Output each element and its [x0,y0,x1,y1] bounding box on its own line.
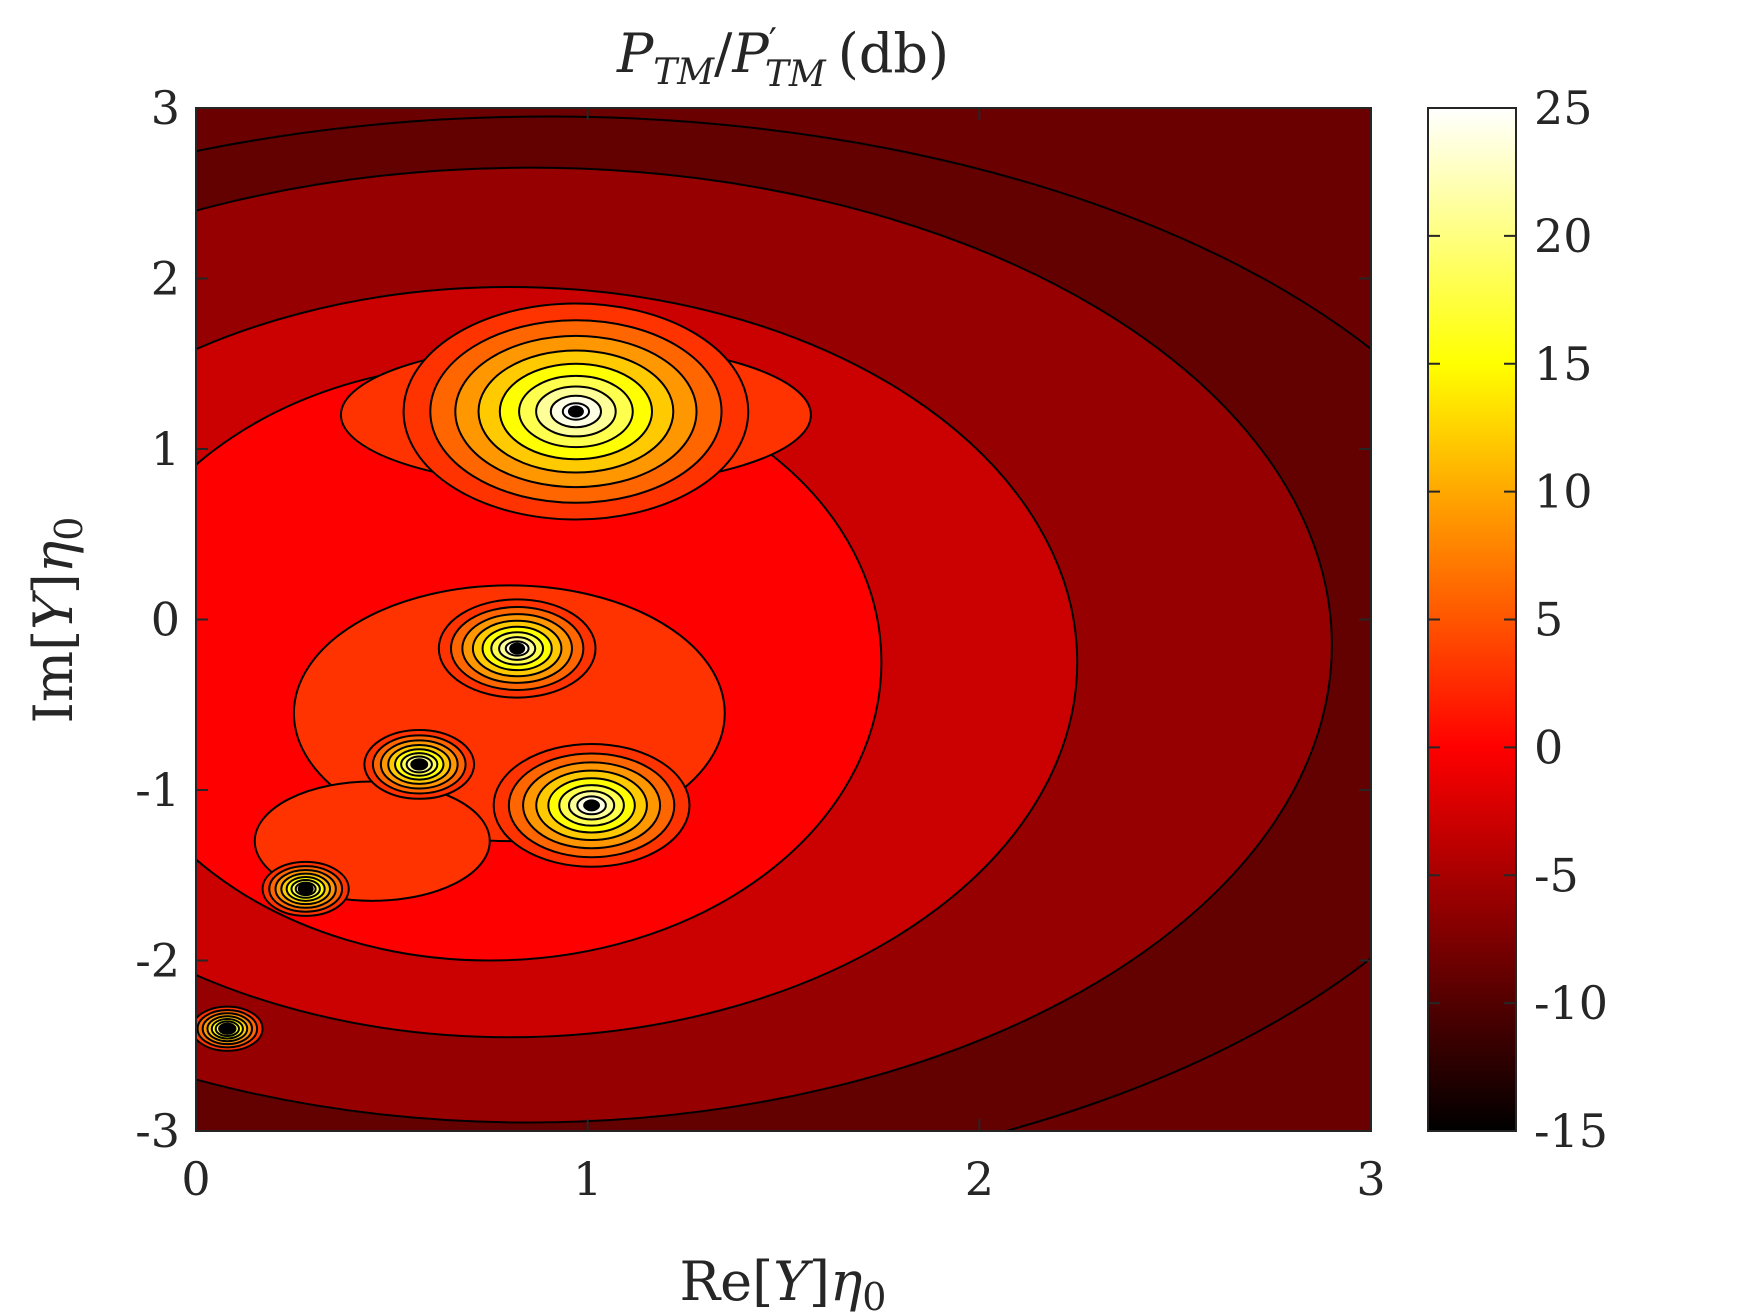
y-tick-label: -2 [135,934,180,988]
x-axis: 0 1 2 3 [181,108,1386,1206]
peak-core [219,1022,236,1035]
colorbar-tick-label: -15 [1534,1104,1608,1158]
peak-core [509,642,526,655]
y-tick-label: 0 [151,593,180,647]
colorbar-tick-label: 10 [1534,465,1593,519]
colorbar-gradient [1427,107,1517,1132]
y-tick-label: 2 [151,252,180,306]
x-tick-label: 0 [181,1152,210,1206]
contour-peak [261,860,350,917]
colorbar-ticks: 25 20 15 10 5 0 -5 -10 -15 [1428,81,1608,1158]
y-axis-label: Im[Y]η0 [22,517,91,724]
peak-core [297,882,314,895]
y-tick-label: -3 [135,1104,180,1158]
chart-title: PTM/P′ TM (db) [616,22,949,95]
colorbar: 25 20 15 10 5 0 -5 -10 -15 [1427,81,1608,1158]
y-tick-label: -1 [135,763,180,817]
colorbar-tick-label: -5 [1534,848,1579,902]
peak-core [583,799,600,812]
peak-core [411,758,428,771]
colorbar-tick-label: 0 [1534,720,1563,774]
contour-peak [437,598,597,699]
x-tick-label: 1 [573,1152,602,1206]
colorbar-tick-label: 15 [1534,337,1593,391]
x-axis-label: Re[Y]η0 [680,1250,887,1313]
contour-peak [492,742,691,868]
contour-peak [402,302,750,521]
colorbar-tick-label: 25 [1534,81,1593,135]
colorbar-tick-label: 20 [1534,209,1593,263]
x-tick-label: 3 [1356,1152,1385,1206]
contour-peak [196,1005,264,1052]
contour-fills [196,115,1371,1131]
x-tick-label: 2 [965,1152,994,1206]
colorbar-tick-label: -10 [1534,976,1608,1030]
peak-core [567,405,584,418]
y-axis: 3 2 1 0 -1 -2 -3 [135,81,1371,1158]
plot-area: 0 1 2 3 3 2 1 0 -1 -2 -3 [135,81,1386,1206]
colorbar-tick-label: 5 [1534,593,1563,647]
y-tick-label: 3 [151,81,180,135]
y-tick-label: 1 [151,422,180,476]
contour-peak [363,729,476,800]
